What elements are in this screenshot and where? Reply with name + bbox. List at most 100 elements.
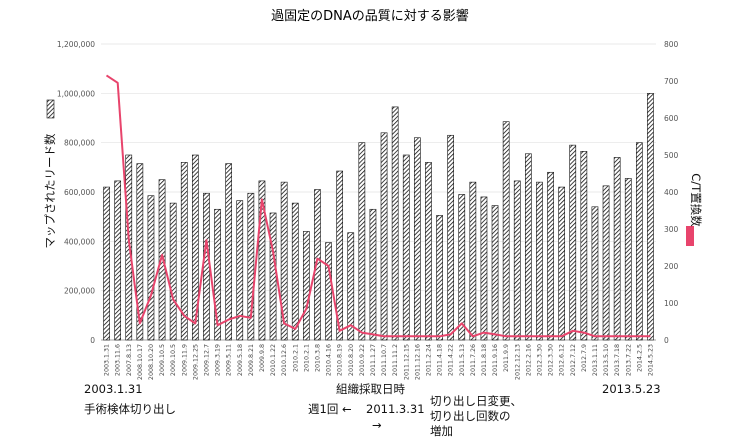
bar (469, 181, 477, 341)
bar (402, 154, 410, 341)
y-left-tick-label: 600,000 (64, 188, 95, 197)
x-tick-label: 2009.8.21 (248, 344, 255, 376)
y-right-tick-label: 700 (664, 77, 679, 86)
x-tick-label: 2013.7.22 (625, 344, 632, 376)
legend (46, 99, 694, 246)
x-tick-label: 2011.9.9 (503, 344, 510, 372)
bar (513, 180, 521, 341)
note-weekly: 週1回 (308, 402, 339, 416)
y-axis-right-label: C/T置換数 (689, 173, 703, 227)
x-tick-label: 2011.5.13 (459, 344, 466, 376)
x-tick-label: 2013.1.11 (592, 344, 599, 376)
note-weekly-arrow: ← (342, 402, 352, 416)
chart-title: 過固定のDNAの品質に対する影響 (271, 8, 469, 24)
bar (635, 142, 643, 341)
bar (136, 163, 144, 341)
bar (580, 151, 588, 341)
bar (547, 171, 554, 341)
x-tick-label: 2009.5.11 (226, 344, 233, 376)
x-tick-label: 2012.3.30 (548, 344, 555, 376)
y-right-tick-label: 100 (664, 299, 679, 308)
x-tick-label: 2011.10.7 (381, 344, 388, 376)
x-tick-label: 2012.3.30 (537, 344, 544, 376)
x-tick-label: 2009.11.9 (181, 344, 188, 376)
y-right-tick-label: 0 (664, 336, 669, 345)
bar (225, 163, 233, 341)
bar (524, 153, 532, 341)
line-series (105, 74, 651, 338)
x-tick-label: 2012.6.12 (559, 344, 566, 376)
bar (347, 232, 355, 341)
note-right-period: 切り出し日変更、 切り出し回数の 増加 (430, 394, 522, 438)
bar (158, 179, 166, 341)
x-tick-label: 2009.12.25 (192, 344, 199, 380)
bar (391, 106, 399, 341)
bar (558, 186, 566, 341)
y-left-tick-label: 1,200,000 (57, 40, 95, 49)
bar (624, 178, 632, 341)
x-tick-label: 2012.7.12 (570, 344, 577, 376)
x-tick-label: 2009.9.8 (259, 344, 266, 372)
x-tick-label: 2010.2.1 (292, 344, 299, 372)
bar (291, 202, 299, 341)
bar (458, 194, 466, 341)
x-tick-label: 2010.9.22 (359, 344, 366, 376)
x-tick-label: 2010.1.22 (270, 344, 277, 376)
x-tick-label: 2010.12.6 (281, 344, 288, 376)
x-tick-label: 2010.3.8 (314, 344, 321, 372)
x-tick-label: 2009.10.5 (170, 344, 177, 376)
bar (147, 195, 155, 341)
bar (302, 231, 310, 341)
bar (380, 132, 388, 341)
x-tick-label: 2010.2.1 (303, 344, 310, 372)
bar (180, 162, 188, 341)
x-tick-label: 2010.4.16 (326, 344, 333, 376)
legend-line-swatch (686, 226, 694, 246)
bar (336, 170, 344, 341)
x-tick-label: 2011.8.18 (481, 344, 488, 376)
x-tick-label: 2011.7.26 (470, 344, 477, 376)
bar (114, 180, 122, 341)
x-tick-label: 2013.7.18 (614, 344, 621, 376)
note-mid-arrow: → (372, 418, 382, 432)
y-left-tick-label: 200,000 (64, 287, 95, 296)
bar (425, 162, 432, 341)
bar (269, 212, 277, 341)
bar (203, 192, 210, 341)
bar (613, 157, 621, 341)
bar (125, 154, 133, 341)
bar (647, 93, 654, 341)
bar (236, 200, 244, 341)
bar (536, 181, 543, 341)
x-tick-label: 2007.8.13 (126, 344, 133, 376)
x-tick-label: 2014.2.5 (636, 344, 643, 372)
x-tick-label: 2009.3.19 (215, 344, 222, 376)
y-left-tick-label: 1,000,000 (57, 89, 95, 98)
bar (191, 154, 199, 341)
y-right-tick-label: 600 (664, 114, 679, 123)
bar (480, 196, 488, 341)
legend-bar-swatch (46, 99, 55, 119)
x-tick-label: 2008.10.17 (137, 344, 144, 380)
x-tick-label: 2011.12.16 (414, 344, 421, 380)
x-tick-label: 2013.5.10 (603, 344, 610, 376)
y-left-tick-label: 400,000 (64, 237, 95, 246)
note-left-period: 手術検体切り出し (84, 402, 176, 416)
bar (325, 242, 332, 341)
note-start-date: 2003.1.31 (84, 382, 143, 396)
bar (491, 205, 499, 341)
bar (280, 181, 288, 341)
x-tick-label: 2011.4.22 (448, 344, 455, 376)
x-tick-label: 2009.10.5 (159, 344, 166, 376)
x-axis-ticks: 2003.1.31 2003.11.6 2007.8.13 2008.10.17 200… (104, 344, 655, 380)
left-axis-ticks: 0 200,000 400,000 600,000 800,000 1,000,000 1,… (57, 40, 95, 345)
bar (214, 208, 221, 341)
bar (436, 215, 443, 341)
y-right-tick-label: 400 (664, 188, 679, 197)
bar (413, 137, 421, 341)
bar (591, 206, 599, 341)
y-right-tick-label: 800 (664, 40, 679, 49)
x-tick-label: 2009.5.18 (237, 344, 244, 376)
x-tick-label: 2011.2.24 (425, 344, 432, 376)
